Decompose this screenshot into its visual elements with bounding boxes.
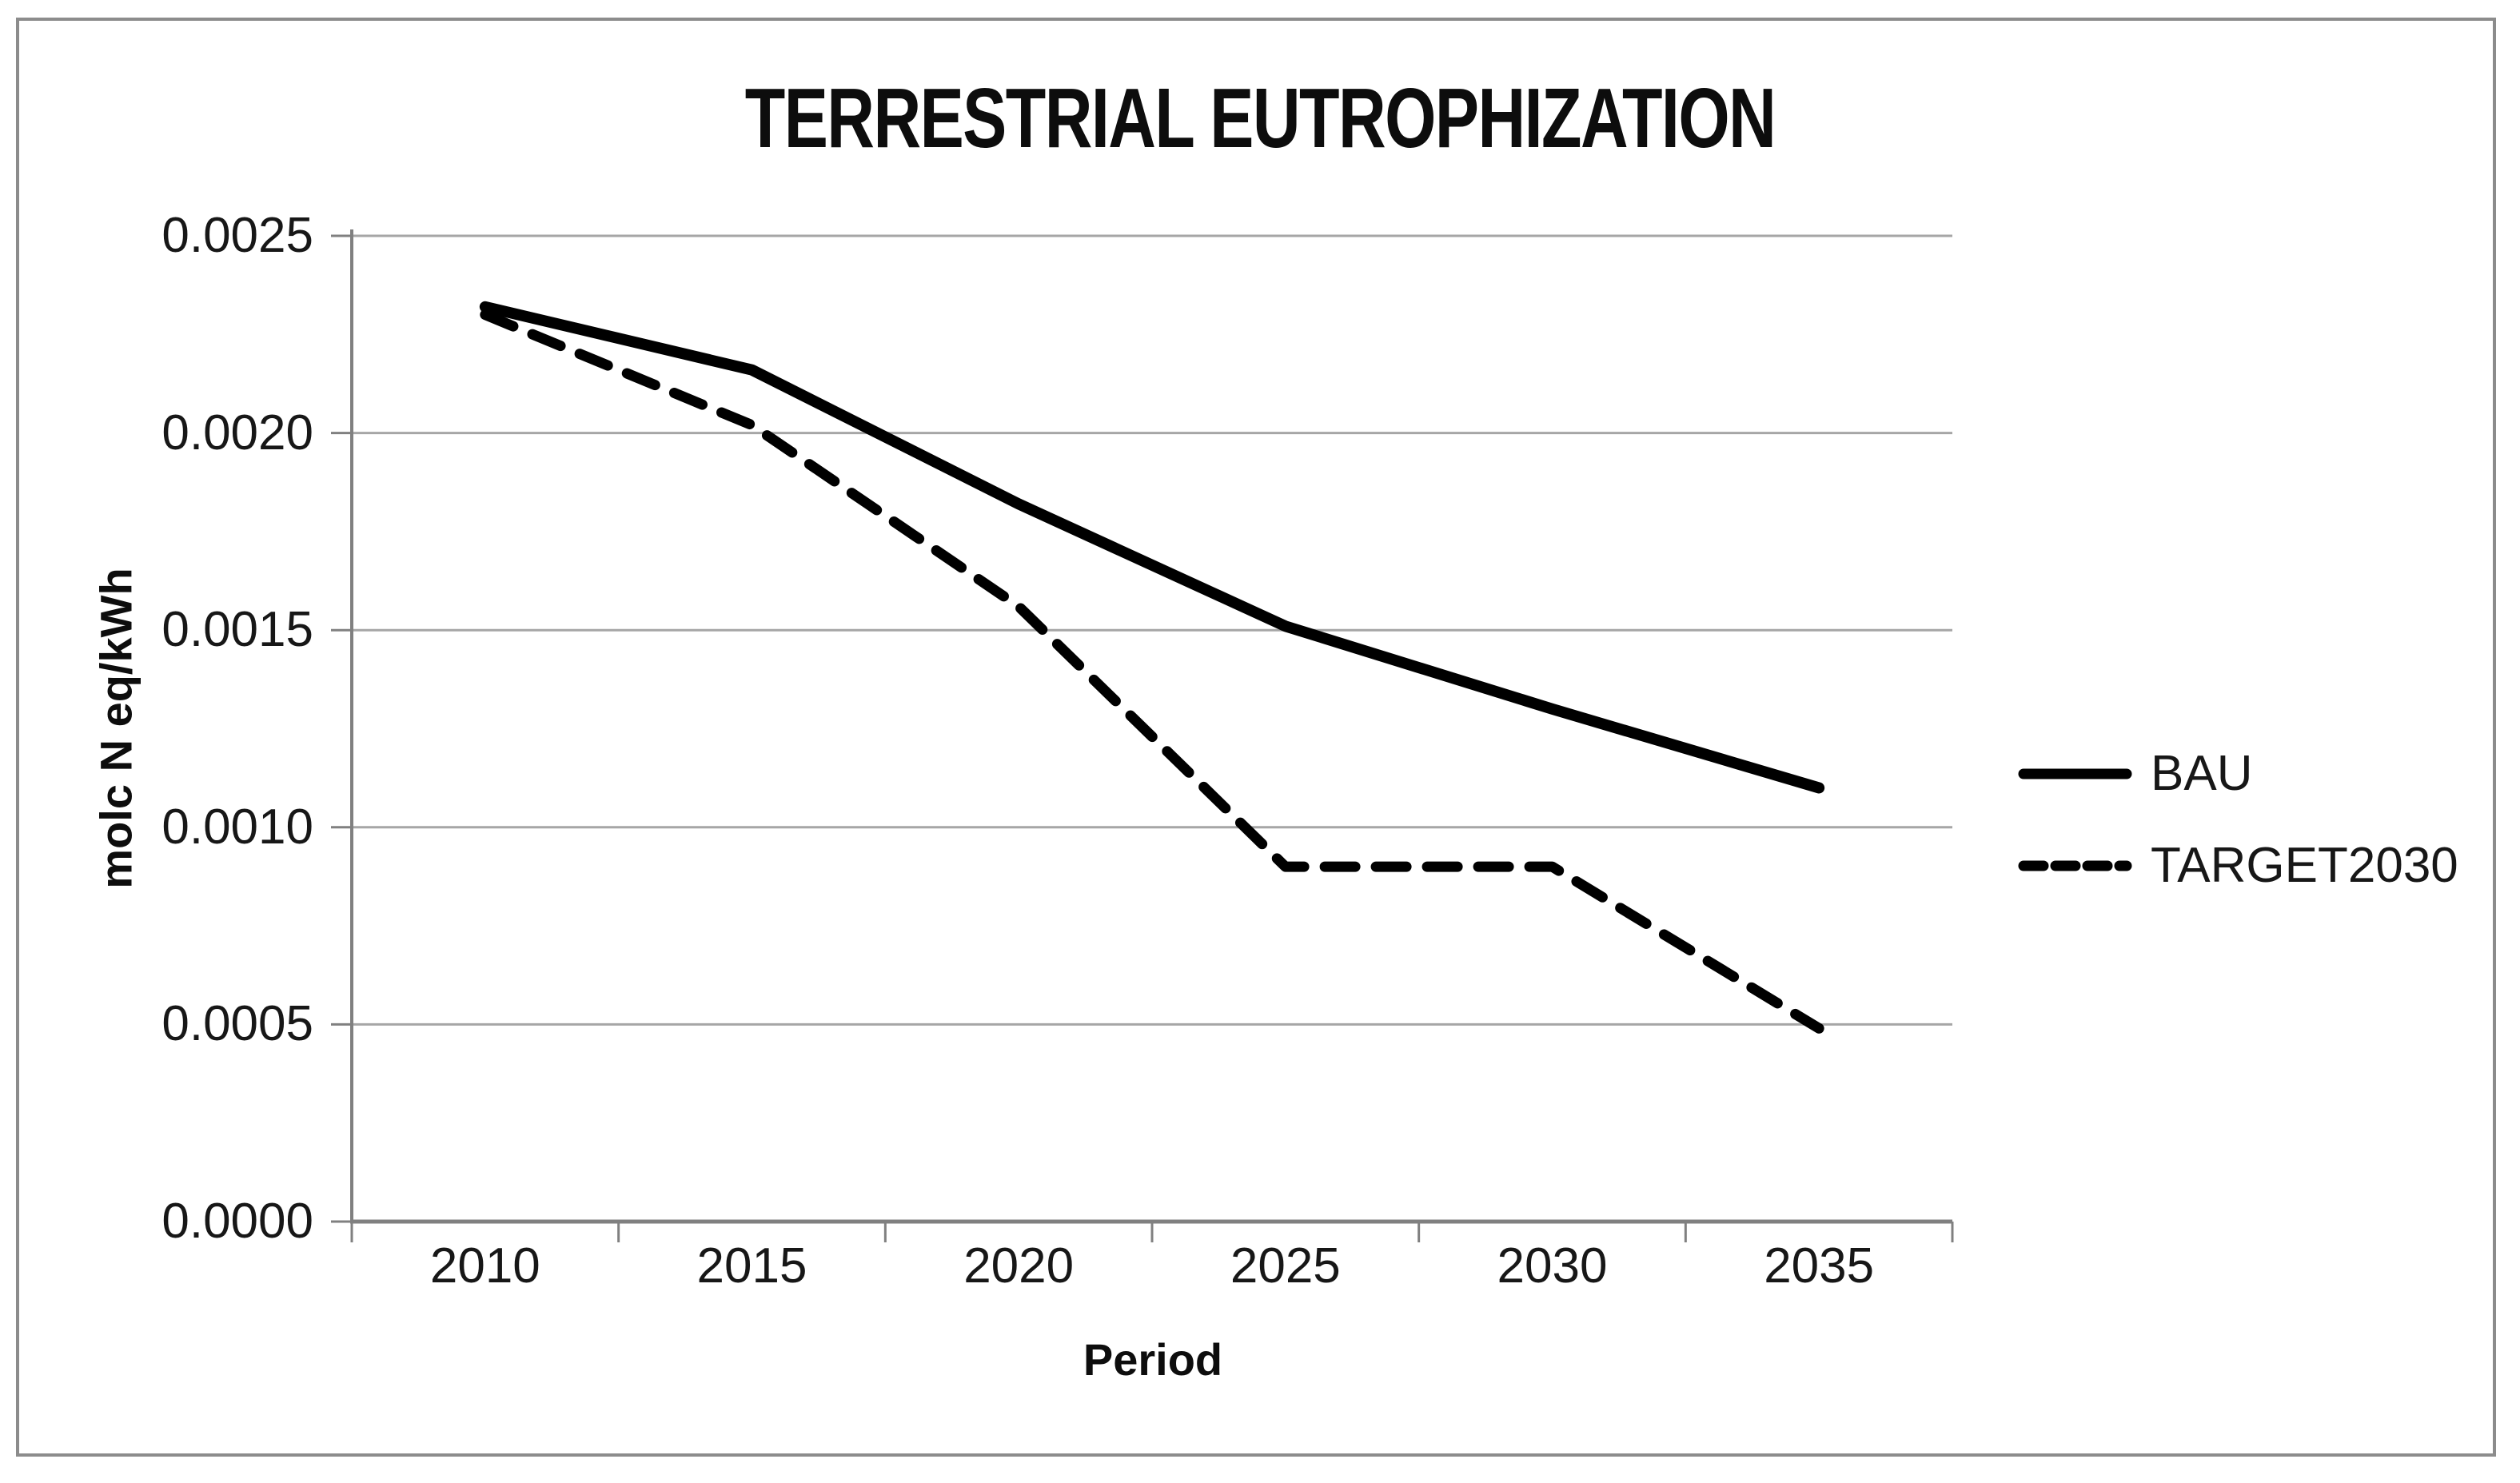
legend-label: BAU <box>2151 746 2253 801</box>
y-tick-label: 0.0000 <box>161 1194 313 1249</box>
x-tick-label: 2025 <box>1230 1238 1341 1294</box>
y-tick-label: 0.0005 <box>161 996 313 1052</box>
x-axis-title: Period <box>1083 1334 1223 1385</box>
legend-item-target2030: TARGET2030 <box>2017 835 2458 895</box>
x-tick-label: 2030 <box>1497 1238 1608 1294</box>
y-tick-label: 0.0025 <box>161 208 313 263</box>
gridlines <box>352 234 1952 1026</box>
x-tick-label: 2020 <box>963 1238 1075 1294</box>
y-tick-label: 0.0015 <box>161 602 313 658</box>
x-tick-label: 2010 <box>429 1238 540 1294</box>
series-line-bau <box>479 301 1825 794</box>
legend-label: TARGET2030 <box>2151 838 2458 893</box>
chart-title: TERRESTRIAL EUTROPHIZATION <box>744 71 1776 165</box>
legend-swatch-solid-line <box>2018 768 2132 779</box>
y-tick-label: 0.0010 <box>161 799 313 855</box>
legend-swatch-dashed-line <box>2018 860 2132 871</box>
legend-item-bau: BAU <box>2017 743 2458 803</box>
legend: BAU TARGET2030 <box>2017 743 2458 895</box>
series-line-target2030 <box>480 309 1824 1034</box>
chart-area-border <box>16 18 2496 1457</box>
x-tick-label: 2015 <box>696 1238 807 1294</box>
axes <box>331 229 1954 1242</box>
y-tick-label: 0.0020 <box>161 405 313 460</box>
x-tick-label: 2035 <box>1764 1238 1875 1294</box>
